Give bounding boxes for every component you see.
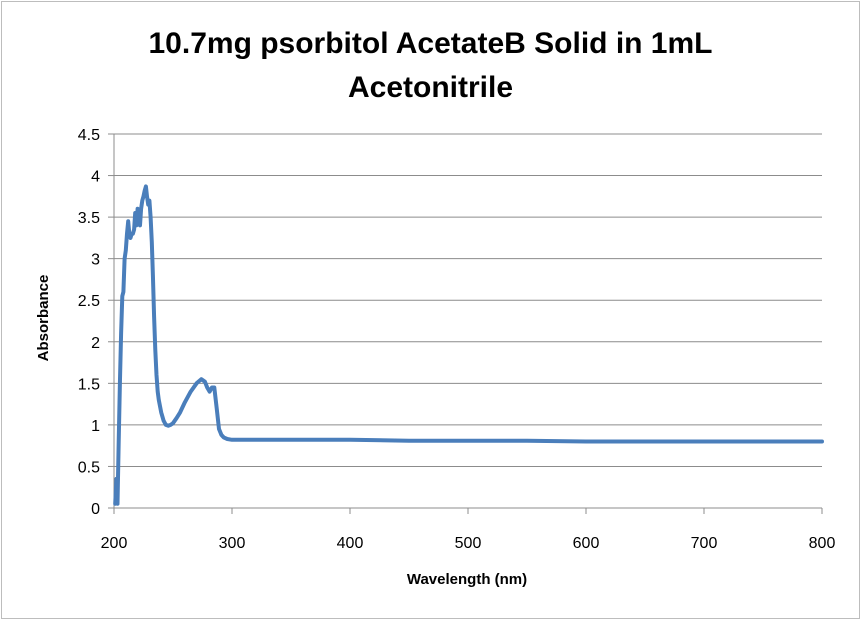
- y-tick-label: 3.5: [78, 210, 100, 227]
- y-tick-label: 2.5: [78, 293, 100, 310]
- y-tick-label: 2: [91, 335, 100, 352]
- x-tick-label: 700: [691, 535, 718, 552]
- x-tick-label: 300: [219, 535, 246, 552]
- chart-title: 10.7mg psorbitol AcetateB Solid in 1mL A…: [0, 22, 861, 110]
- x-tick-label: 200: [101, 535, 128, 552]
- series-group: [113, 184, 824, 506]
- y-tick-label: 1: [91, 418, 100, 435]
- x-tick-label: 500: [455, 535, 482, 552]
- y-tick-label: 0.5: [78, 459, 100, 476]
- gridlines: [114, 133, 822, 467]
- x-tick-label: 800: [809, 535, 836, 552]
- x-axis-label: Wavelength (nm): [407, 571, 527, 588]
- x-tick-label: 600: [573, 535, 600, 552]
- y-tick-labels: 0 0.5 1 1.5 2 2.5 3 3.5 4 4.5: [78, 127, 100, 518]
- chart-title-line-1: 10.7mg psorbitol AcetateB Solid in 1mL: [148, 27, 713, 60]
- x-tick-label: 400: [337, 535, 364, 552]
- y-tick-label: 4.5: [78, 127, 100, 144]
- x-tick-labels: 200 300 400 500 600 700 800: [101, 535, 836, 552]
- y-tick-label: 4: [91, 169, 100, 186]
- y-tick-label: 3: [91, 252, 100, 269]
- y-tick-label: 1.5: [78, 376, 100, 393]
- chart-title-line-2: Acetonitrile: [347, 71, 514, 104]
- y-axis-label: Absorbance: [35, 275, 52, 362]
- axes: [108, 133, 823, 514]
- series-line: [113, 184, 824, 506]
- y-tick-label: 0: [91, 501, 100, 518]
